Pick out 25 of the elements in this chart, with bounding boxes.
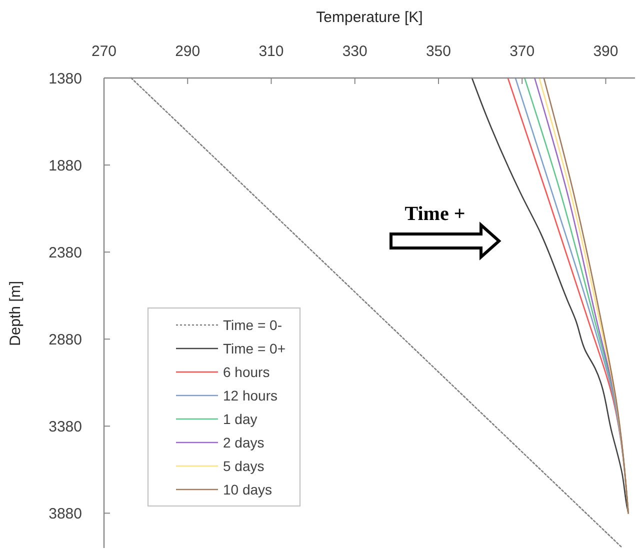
legend-label: 10 days	[223, 481, 272, 498]
x-tick-label: 330	[342, 43, 368, 60]
y-tick-label: 2880	[48, 331, 82, 348]
legend-label: 2 days	[223, 434, 264, 450]
y-tick-label: 3380	[48, 418, 82, 436]
x-tick-label: 350	[426, 43, 452, 60]
y-tick-label: 2380	[48, 244, 82, 262]
x-tick-label: 310	[258, 43, 284, 60]
x-tick-label: 270	[91, 43, 117, 60]
x-tick-label: 390	[593, 43, 618, 60]
y-tick-label: 3880	[48, 505, 82, 522]
legend-label: Time = 0+	[223, 340, 286, 356]
x-axis-title: Temperature [K]	[316, 9, 423, 26]
y-tick-label: 1880	[48, 157, 82, 174]
legend-label: 5 days	[223, 458, 264, 474]
legend-label: 12 hours	[223, 387, 278, 404]
line-series	[471, 77, 629, 514]
y-axis-title: Depth [m]	[7, 280, 24, 346]
x-tick-label: 290	[175, 43, 200, 60]
x-tick-label: 370	[510, 43, 535, 60]
legend-label: 6 hours	[223, 364, 270, 380]
annotation: Time +	[404, 203, 466, 225]
y-tick-label: 1380	[48, 70, 82, 88]
legend-label: Time = 0-	[223, 316, 282, 333]
legend-label: 1 day	[223, 410, 258, 427]
